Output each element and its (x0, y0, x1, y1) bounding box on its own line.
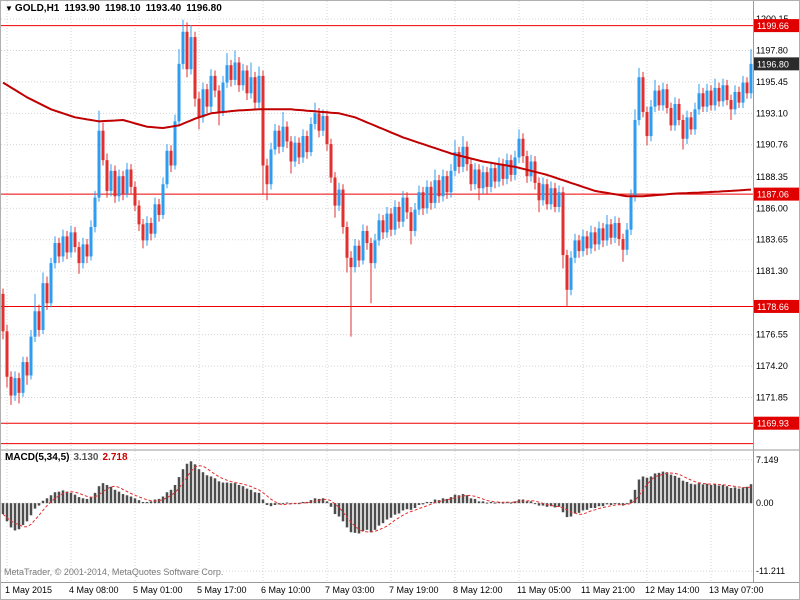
ohlc-close: 1196.80 (186, 3, 222, 14)
macd-indicator-label: MACD(5,34,5) 3.130 2.718 (5, 452, 128, 463)
macd-name: MACD(5,34,5) (5, 452, 70, 463)
svg-text:7 May 03:00: 7 May 03:00 (325, 585, 375, 595)
ohlc-open: 1193.90 (64, 3, 100, 14)
chart-menu-arrow-icon[interactable]: ▼ (5, 4, 13, 13)
svg-text:1193.10: 1193.10 (756, 108, 788, 118)
svg-text:1169.93: 1169.93 (757, 419, 789, 429)
macd-signal-line (2, 465, 752, 533)
symbol-period-label: GOLD,H1 (14, 3, 60, 14)
price-axis[interactable]: 1200.15 1197.80 1195.45 1193.10 1190.76 1188.… (756, 14, 789, 402)
time-axis[interactable]: 1 May 2015 4 May 08:00 5 May 01:00 5 May 17… (5, 585, 764, 595)
svg-text:11 May 05:00: 11 May 05:00 (517, 585, 571, 595)
svg-text:-11.211: -11.211 (756, 566, 785, 576)
svg-text:1197.80: 1197.80 (756, 45, 788, 55)
svg-text:1 May 2015: 1 May 2015 (5, 585, 52, 595)
moving-average-line (2, 81, 752, 198)
svg-text:7 May 19:00: 7 May 19:00 (389, 585, 439, 595)
chart-title: ▼ GOLD,H1 1193.90 1198.10 1193.40 1196.80 (5, 3, 227, 14)
svg-text:13 May 07:00: 13 May 07:00 (709, 585, 764, 595)
svg-text:1186.00: 1186.00 (756, 203, 788, 213)
ohlc-low: 1193.40 (145, 3, 182, 14)
macd-axis[interactable]: 7.149 0.00 -11.211 (756, 455, 785, 576)
candles-layer (1, 19, 753, 405)
svg-text:1187.06: 1187.06 (757, 190, 789, 200)
svg-text:1200.15: 1200.15 (756, 14, 789, 24)
price-badges: 1199.66 1187.06 1178.66 1169.93 1196.80 (754, 19, 799, 430)
svg-text:1196.80: 1196.80 (757, 59, 789, 69)
svg-text:7.149: 7.149 (756, 455, 779, 465)
svg-text:5 May 01:00: 5 May 01:00 (133, 585, 183, 595)
svg-text:5 May 17:00: 5 May 17:00 (197, 585, 247, 595)
svg-text:1199.66: 1199.66 (757, 21, 789, 31)
ohlc-high: 1198.10 (104, 3, 141, 14)
svg-text:1188.35: 1188.35 (756, 172, 788, 182)
svg-text:1181.30: 1181.30 (756, 266, 788, 276)
macd-signal-value: 2.718 (102, 452, 128, 463)
svg-text:6 May 10:00: 6 May 10:00 (261, 585, 311, 595)
svg-text:1174.20: 1174.20 (756, 361, 788, 371)
metatrader-credit: MetaTrader, © 2001-2014, MetaQuotes Soft… (4, 567, 224, 577)
svg-text:1190.76: 1190.76 (756, 140, 788, 150)
svg-text:11 May 21:00: 11 May 21:00 (581, 585, 635, 595)
svg-text:8 May 12:00: 8 May 12:00 (453, 585, 503, 595)
svg-text:1171.85: 1171.85 (756, 393, 788, 403)
svg-text:1178.66: 1178.66 (757, 302, 789, 312)
svg-text:12 May 14:00: 12 May 14:00 (645, 585, 700, 595)
svg-text:1176.55: 1176.55 (756, 330, 788, 340)
macd-histogram (1, 461, 753, 534)
svg-text:1183.65: 1183.65 (756, 235, 788, 245)
panel-separators (1, 1, 799, 583)
level-lines-layer (1, 25, 753, 445)
svg-text:4 May 08:00: 4 May 08:00 (69, 585, 119, 595)
svg-text:1195.45: 1195.45 (756, 77, 788, 87)
macd-value: 3.130 (73, 452, 99, 463)
svg-text:0.00: 0.00 (756, 498, 774, 508)
